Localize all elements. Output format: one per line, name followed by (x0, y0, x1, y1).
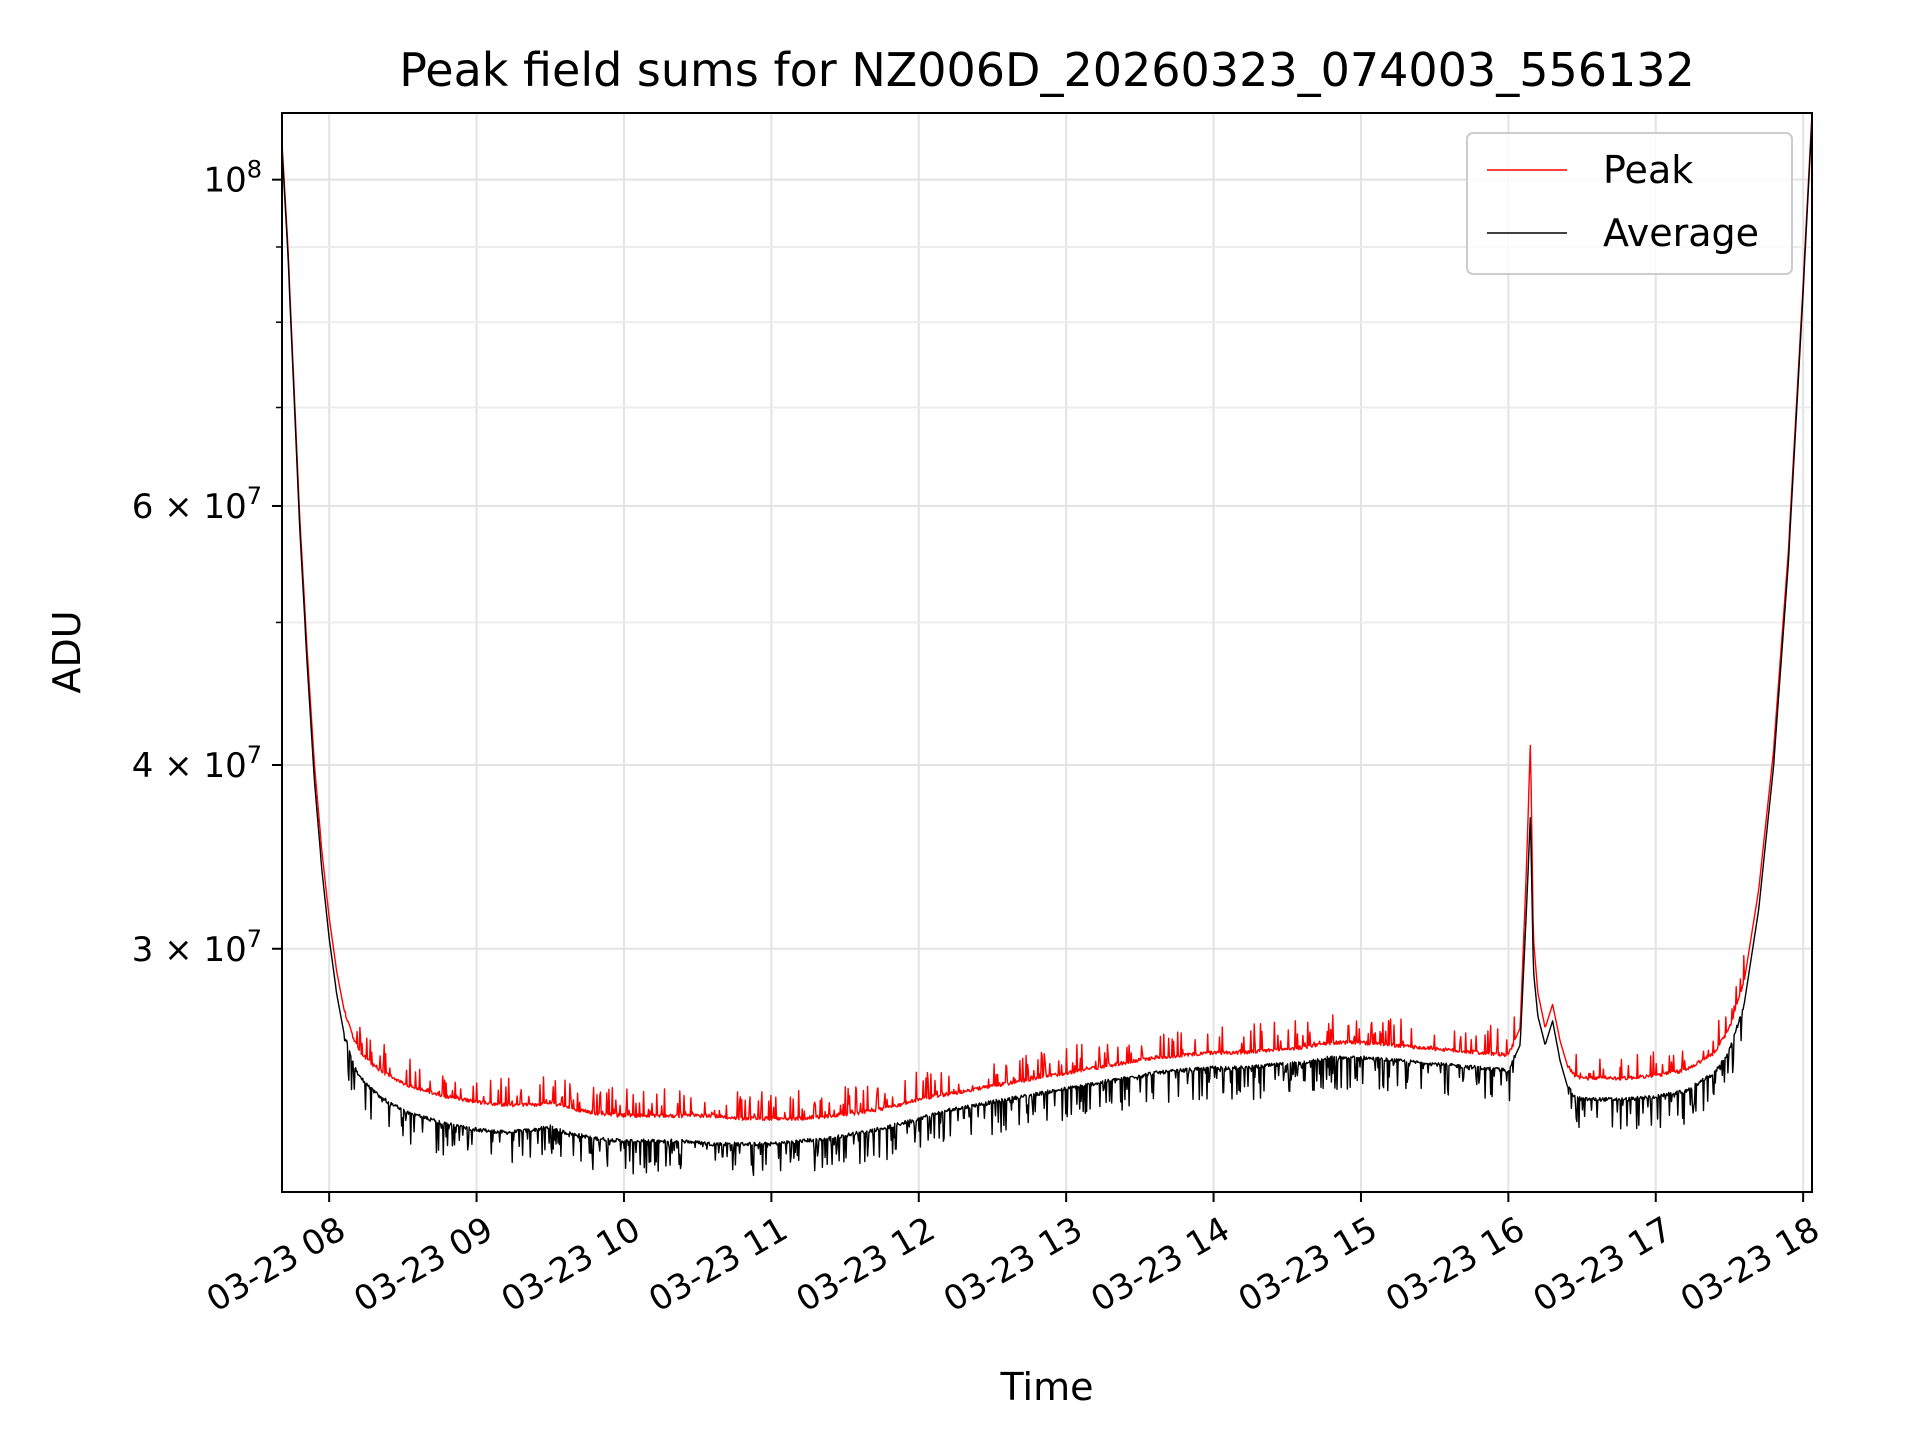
legend-average-label: Average (1603, 211, 1759, 255)
x-tick-label: 03-23 13 (937, 1209, 1089, 1320)
y-axis-label: ADU (45, 610, 89, 693)
chart-title: Peak field sums for NZ006D_20260323_0740… (399, 43, 1695, 97)
x-tick-label: 03-23 15 (1232, 1209, 1384, 1320)
plot-area (282, 113, 1812, 1177)
x-axis-label: Time (1000, 1365, 1094, 1409)
plot-frame (281, 112, 1813, 1193)
legend-peak-label: Peak (1603, 148, 1693, 192)
y-tick-label: 3 × 107 (132, 925, 262, 970)
x-tick-label: 03-23 09 (347, 1209, 499, 1320)
y-tick-label: 108 (203, 156, 262, 201)
x-tick-label: 03-23 14 (1084, 1209, 1236, 1320)
x-tick-label: 03-23 18 (1674, 1209, 1826, 1320)
legend-box (1466, 132, 1793, 275)
series-line-average (282, 118, 1812, 1177)
series-layer (282, 113, 1812, 1177)
x-tick-label: 03-23 11 (642, 1209, 794, 1320)
y-tick-label: 4 × 107 (132, 741, 262, 786)
x-tick-label: 03-23 12 (790, 1209, 942, 1320)
series-line-peak (282, 113, 1812, 1122)
legend: Peak Average (1466, 132, 1793, 275)
x-tick-label: 03-23 08 (200, 1209, 352, 1320)
x-tick-label: 03-23 17 (1527, 1209, 1679, 1320)
y-tick-label: 6 × 107 (132, 482, 262, 527)
x-tick-label: 03-23 10 (495, 1209, 647, 1320)
x-tick-label: 03-23 16 (1379, 1209, 1531, 1320)
